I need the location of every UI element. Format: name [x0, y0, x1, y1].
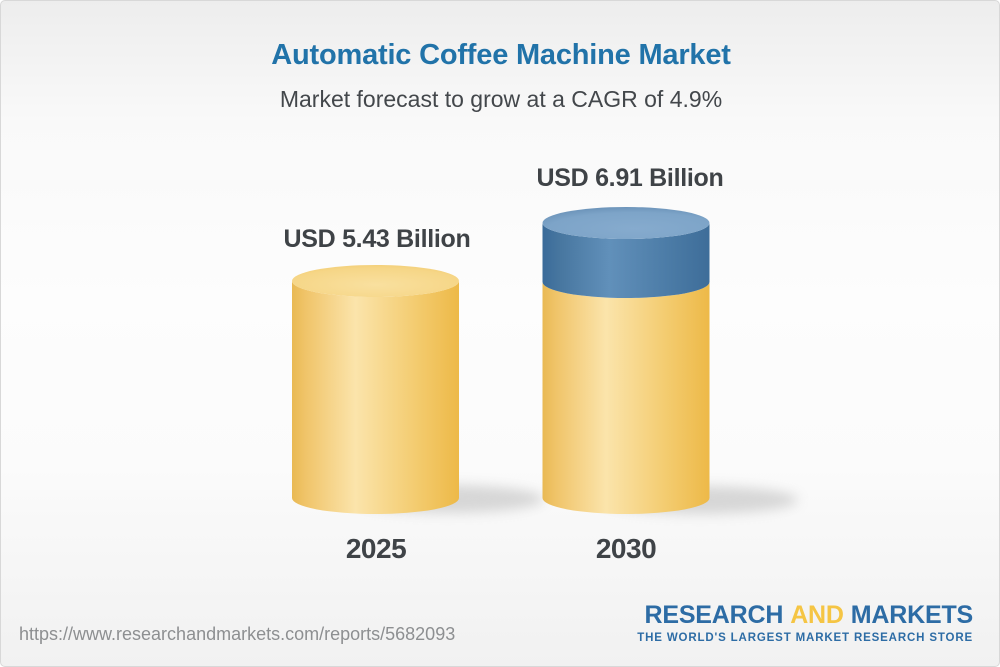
bar-2025-top-face	[292, 265, 459, 297]
bar-2030-cylinder	[542, 207, 710, 514]
bar-2025-body	[292, 281, 460, 514]
bar-2030-top-face	[542, 207, 710, 239]
logo-word-markets: MARKETS	[850, 601, 973, 629]
value-label-2030: USD 6.91 Billion	[536, 164, 724, 192]
chart-subtitle: Market forecast to grow at a CAGR of 4.9…	[279, 86, 723, 112]
logo-wordmark: RESEARCH AND MARKETS	[637, 601, 974, 629]
report-url: https://www.researchandmarkets.com/repor…	[19, 624, 456, 644]
logo-word-research: RESEARCH	[644, 601, 784, 629]
category-label-2025: 2025	[345, 533, 407, 564]
logo-word-and: AND	[790, 601, 844, 629]
bar-2030-growth-segment	[542, 223, 710, 298]
bar-2030-base-segment	[542, 282, 710, 514]
bar-2025-cylinder	[292, 265, 460, 514]
logo-tagline: THE WORLD'S LARGEST MARKET RESEARCH STOR…	[637, 632, 973, 644]
chart-title: Automatic Coffee Machine Market	[271, 39, 731, 71]
value-label-2025: USD 5.43 Billion	[283, 225, 471, 253]
category-label-2030: 2030	[595, 533, 657, 564]
research-and-markets-logo: RESEARCH AND MARKETS THE WORLD'S LARGEST M…	[637, 603, 973, 645]
